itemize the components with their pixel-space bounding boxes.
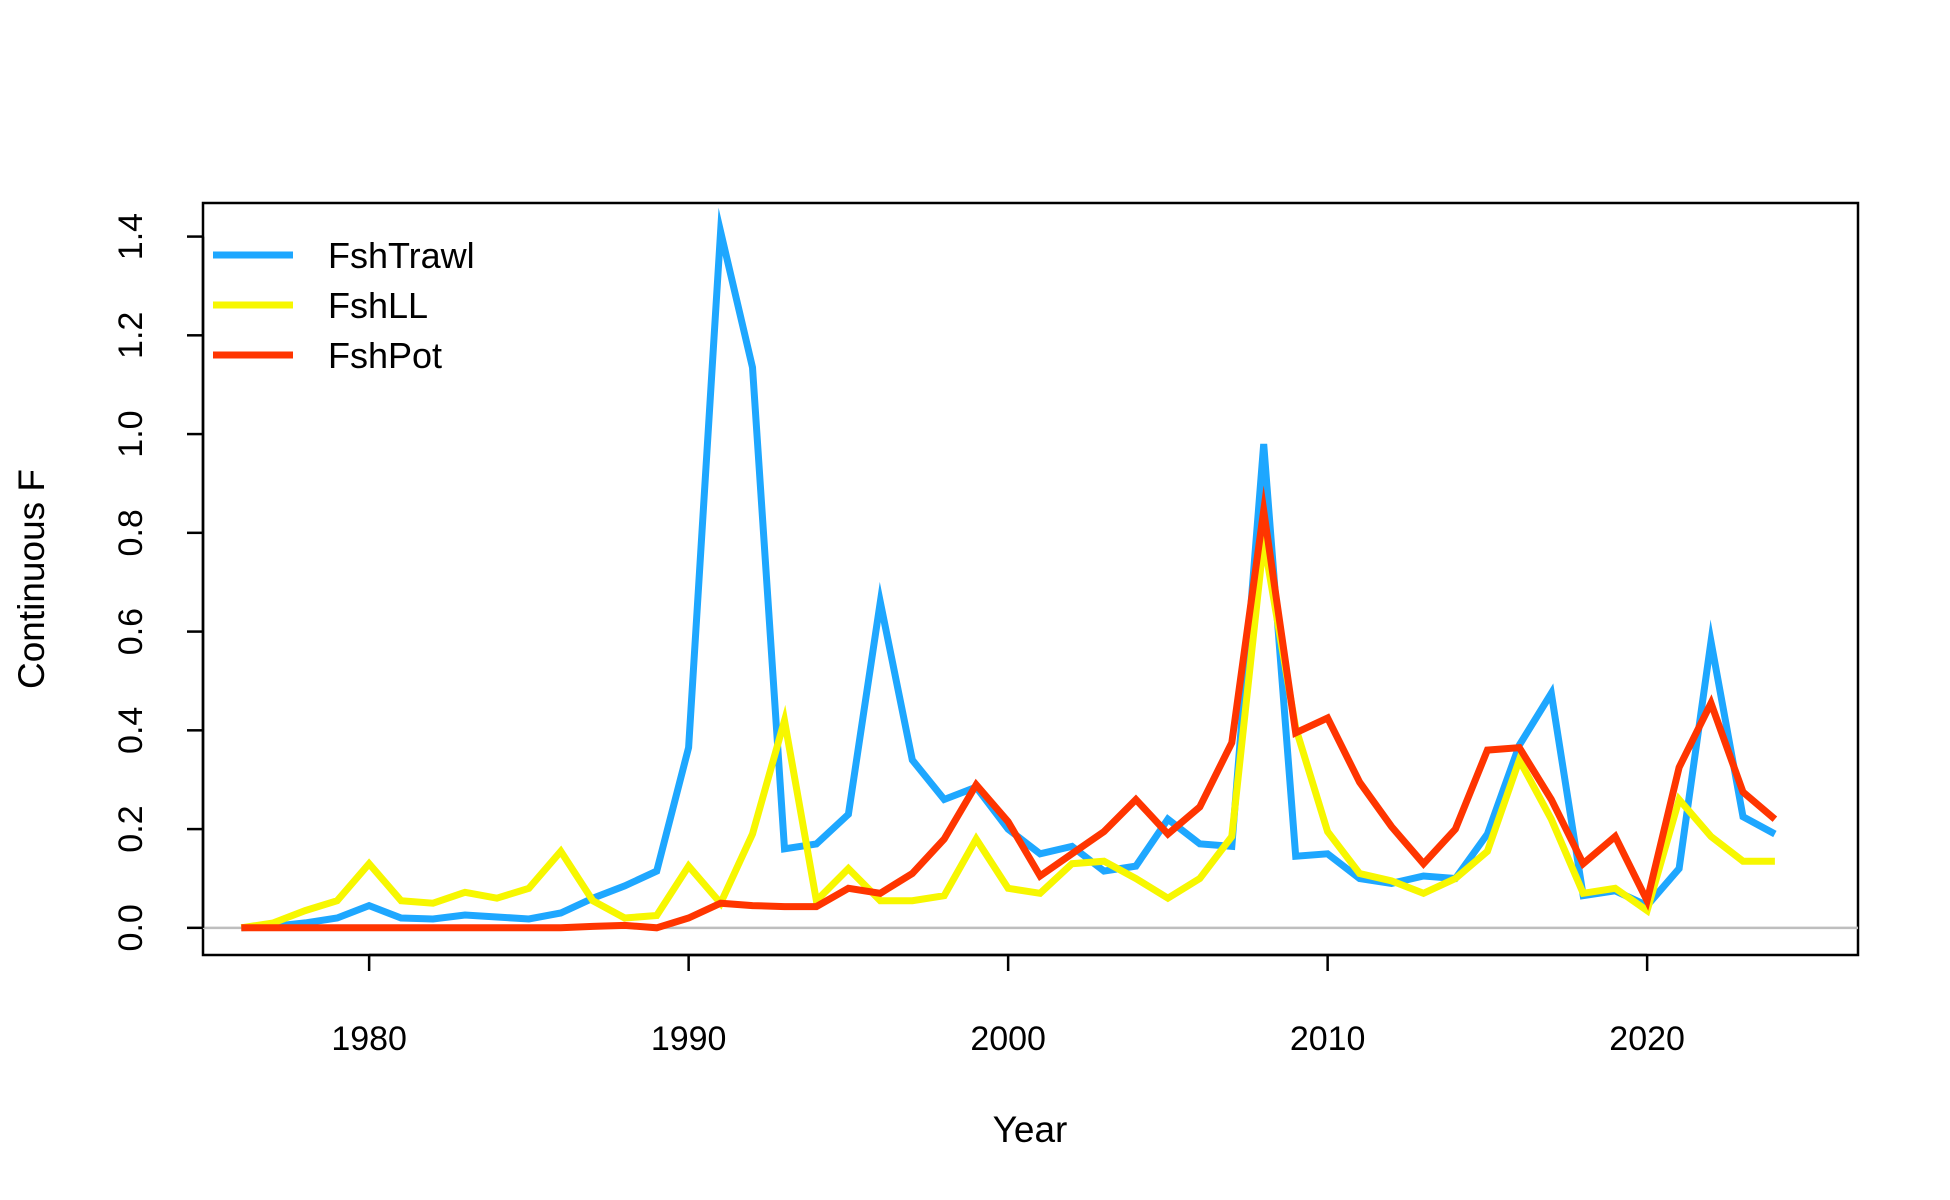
- series-line-fshll: [240, 514, 1775, 932]
- y-tick-label: 0.4: [112, 707, 150, 754]
- x-tick-label: 2000: [970, 1020, 1046, 1058]
- y-tick-label: 0.8: [112, 509, 150, 556]
- y-axis-title: Continuous F: [11, 469, 52, 689]
- x-tick-label: 2010: [1290, 1020, 1366, 1058]
- legend: FshTrawl FshLL FshPot: [213, 235, 475, 376]
- x-axis: 1980 1990 2000 2010 2020: [331, 953, 1685, 1058]
- y-tick-label: 0.6: [112, 608, 150, 655]
- x-tick-label: 1980: [331, 1020, 407, 1058]
- y-tick-label: 1.0: [112, 410, 150, 457]
- legend-label-fshpot: FshPot: [328, 335, 442, 376]
- series-layer: [240, 207, 1778, 932]
- x-tick-label: 2020: [1609, 1020, 1685, 1058]
- x-axis-title: Year: [993, 1109, 1068, 1150]
- y-tick-label: 1.4: [112, 213, 150, 260]
- y-tick-label: 1.2: [112, 312, 150, 359]
- y-axis: 0.0 0.2 0.4 0.6 0.8 1.0 1.2 1.4: [112, 213, 205, 951]
- y-tick-label: 0.0: [112, 904, 150, 951]
- x-tick-label: 1990: [651, 1020, 727, 1058]
- legend-label-fshll: FshLL: [328, 285, 428, 326]
- legend-label-fshtrawl: FshTrawl: [328, 235, 475, 276]
- series-line-fshpot: [241, 485, 1778, 932]
- y-tick-label: 0.2: [112, 805, 150, 852]
